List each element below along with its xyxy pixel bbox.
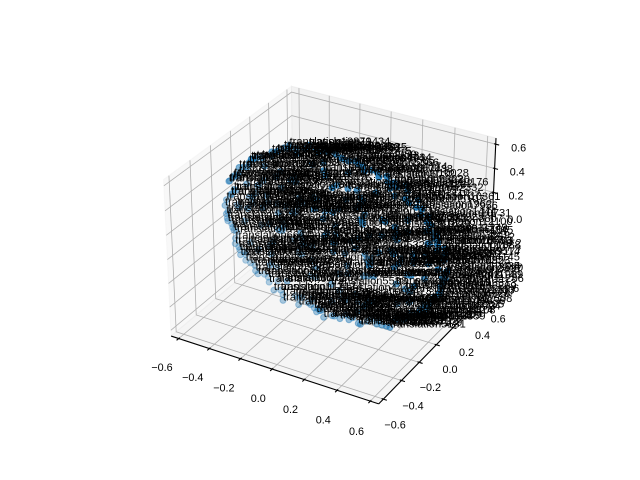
- svg-text:translation8622: translation8622: [349, 163, 425, 175]
- svg-text:translation9991: translation9991: [401, 250, 477, 262]
- svg-text:−0.2: −0.2: [213, 383, 234, 395]
- svg-text:0.4: 0.4: [316, 415, 331, 427]
- svg-text:translation11360: translation11360: [299, 189, 380, 201]
- svg-text:translation3442: translation3442: [302, 289, 378, 301]
- svg-text:0.4: 0.4: [510, 167, 525, 179]
- svg-text:translation10324: translation10324: [312, 252, 394, 264]
- svg-text:−0.6: −0.6: [151, 362, 172, 374]
- svg-text:translation12248: translation12248: [369, 294, 451, 306]
- svg-text:0.6: 0.6: [511, 142, 526, 154]
- svg-text:0.0: 0.0: [443, 364, 458, 376]
- svg-text:−0.4: −0.4: [402, 400, 423, 412]
- svg-text:0.0: 0.0: [251, 393, 266, 405]
- svg-text:−0.6: −0.6: [384, 419, 405, 431]
- svg-text:0.2: 0.2: [459, 347, 474, 359]
- svg-text:0.4: 0.4: [475, 330, 490, 342]
- svg-text:translation2221: translation2221: [276, 168, 352, 180]
- svg-text:translation11619: translation11619: [376, 184, 457, 196]
- svg-text:translation3923: translation3923: [408, 211, 484, 223]
- svg-text:−0.2: −0.2: [420, 382, 441, 394]
- svg-text:translation3997: translation3997: [408, 223, 484, 235]
- svg-text:0.2: 0.2: [283, 404, 298, 416]
- svg-text:translation4293: translation4293: [424, 270, 500, 282]
- svg-text:0.6: 0.6: [349, 426, 364, 438]
- svg-text:0.2: 0.2: [509, 191, 524, 203]
- svg-text:−0.4: −0.4: [182, 372, 203, 384]
